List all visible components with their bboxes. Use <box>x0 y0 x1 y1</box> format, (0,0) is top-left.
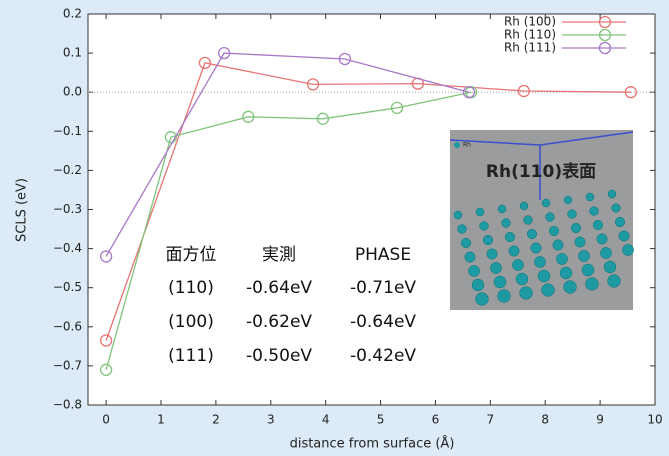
inset-atom <box>568 210 577 219</box>
inset-atom <box>534 256 545 267</box>
inset-atom <box>472 279 484 291</box>
inset-atom <box>549 226 559 236</box>
inset-atom <box>597 234 607 244</box>
inset-atom <box>615 217 625 227</box>
inset-atom <box>575 237 585 247</box>
inset: Rh Rh(110)表面 <box>450 130 634 310</box>
y-tick-label: −0.1 <box>53 124 82 138</box>
inset-atom <box>502 219 511 228</box>
x-tick-label: 1 <box>157 413 165 427</box>
inset-atom <box>546 213 555 222</box>
y-tick-label: 0.0 <box>63 85 82 99</box>
x-tick-label: 5 <box>377 413 385 427</box>
inset-legend: Rh <box>463 142 471 149</box>
inset-atom <box>516 273 528 285</box>
y-tick-label: −0.4 <box>53 241 82 255</box>
x-tick-label: 8 <box>541 413 549 427</box>
inset-atom <box>560 267 572 279</box>
inset-atom <box>509 246 519 256</box>
table-header: 実測 <box>262 245 296 265</box>
x-tick-label: 6 <box>432 413 440 427</box>
inset-atom <box>619 231 629 241</box>
inset-atom <box>512 259 523 270</box>
table-cell: (100) <box>168 312 214 332</box>
inset-atom <box>494 276 506 288</box>
y-axis-label: SCLS (eV) <box>15 178 30 242</box>
legend-label: Rh (100) <box>504 15 556 29</box>
y-tick-label: 0.1 <box>63 46 82 60</box>
x-tick-label: 7 <box>487 413 495 427</box>
inset-atom <box>622 244 633 255</box>
table-header: PHASE <box>355 245 411 265</box>
inset-atom <box>553 240 563 250</box>
inset-atom <box>564 196 572 204</box>
y-tick-label: −0.8 <box>53 398 82 412</box>
table-cell: -0.64eV <box>350 312 416 332</box>
inset-atom <box>582 264 594 276</box>
inset-atom <box>590 207 599 216</box>
inset-atom <box>608 190 616 198</box>
table-cell: (111) <box>168 346 214 366</box>
inset-atom <box>578 250 589 261</box>
table-header: 面方位 <box>166 245 217 265</box>
inset-atom <box>468 265 479 276</box>
inset-atom <box>604 261 616 273</box>
inset-atom <box>483 235 493 245</box>
x-tick-label: 4 <box>322 413 330 427</box>
inset-atom <box>490 262 501 273</box>
inset-atom <box>542 284 555 297</box>
inset-atom <box>480 222 489 231</box>
inset-atom <box>612 204 621 213</box>
inset-atom <box>564 281 577 294</box>
legend-label: Rh (110) <box>504 28 556 42</box>
inset-atom <box>524 216 533 225</box>
inset-atom <box>586 193 594 201</box>
x-tick-label: 3 <box>267 413 275 427</box>
x-tick-label: 10 <box>647 413 662 427</box>
table-cell: -0.64eV <box>246 278 312 298</box>
inset-atom <box>454 211 462 219</box>
inset-atom <box>498 290 511 303</box>
y-tick-label: −0.3 <box>53 202 82 216</box>
inset-title: Rh(110)表面 <box>486 161 596 182</box>
inset-atom <box>476 293 489 306</box>
inset-atom <box>520 202 528 210</box>
table-cell: -0.71eV <box>350 278 416 298</box>
legend-label: Rh (111) <box>504 41 556 55</box>
table-cell: -0.50eV <box>246 346 312 366</box>
inset-atom <box>538 270 550 282</box>
y-tick-label: −0.2 <box>53 163 82 177</box>
y-tick-label: −0.5 <box>53 280 82 294</box>
table-cell: (110) <box>168 278 214 298</box>
inset-atom <box>527 229 537 239</box>
inset-atom <box>571 223 581 233</box>
x-axis-label: distance from surface (Å) <box>290 436 455 452</box>
inset-legend-icon <box>454 142 460 148</box>
y-tick-label: 0.2 <box>63 7 82 21</box>
inset-atom <box>461 238 471 248</box>
inset-atom <box>556 253 567 264</box>
table-cell: -0.42eV <box>350 346 416 366</box>
inset-atom <box>476 208 484 216</box>
inset-atom <box>531 243 541 253</box>
inset-atom <box>458 225 467 234</box>
inset-atom <box>586 278 599 291</box>
inset-atom <box>593 220 603 230</box>
table-cell: -0.62eV <box>246 312 312 332</box>
inset-atom <box>608 275 621 288</box>
x-tick-label: 9 <box>596 413 604 427</box>
inset-atom <box>498 205 506 213</box>
x-tick-label: 2 <box>212 413 220 427</box>
inset-atom <box>487 249 497 259</box>
inset-atom <box>465 252 475 262</box>
x-tick-label: 0 <box>102 413 110 427</box>
chart: distance from surface (Å) SCLS (eV) Rh R… <box>0 0 669 456</box>
y-tick-label: −0.7 <box>53 358 82 372</box>
inset-atom <box>520 287 533 300</box>
inset-atom <box>600 247 611 258</box>
inset-atom <box>542 199 550 207</box>
inset-atom <box>505 232 515 242</box>
y-tick-label: −0.6 <box>53 319 82 333</box>
